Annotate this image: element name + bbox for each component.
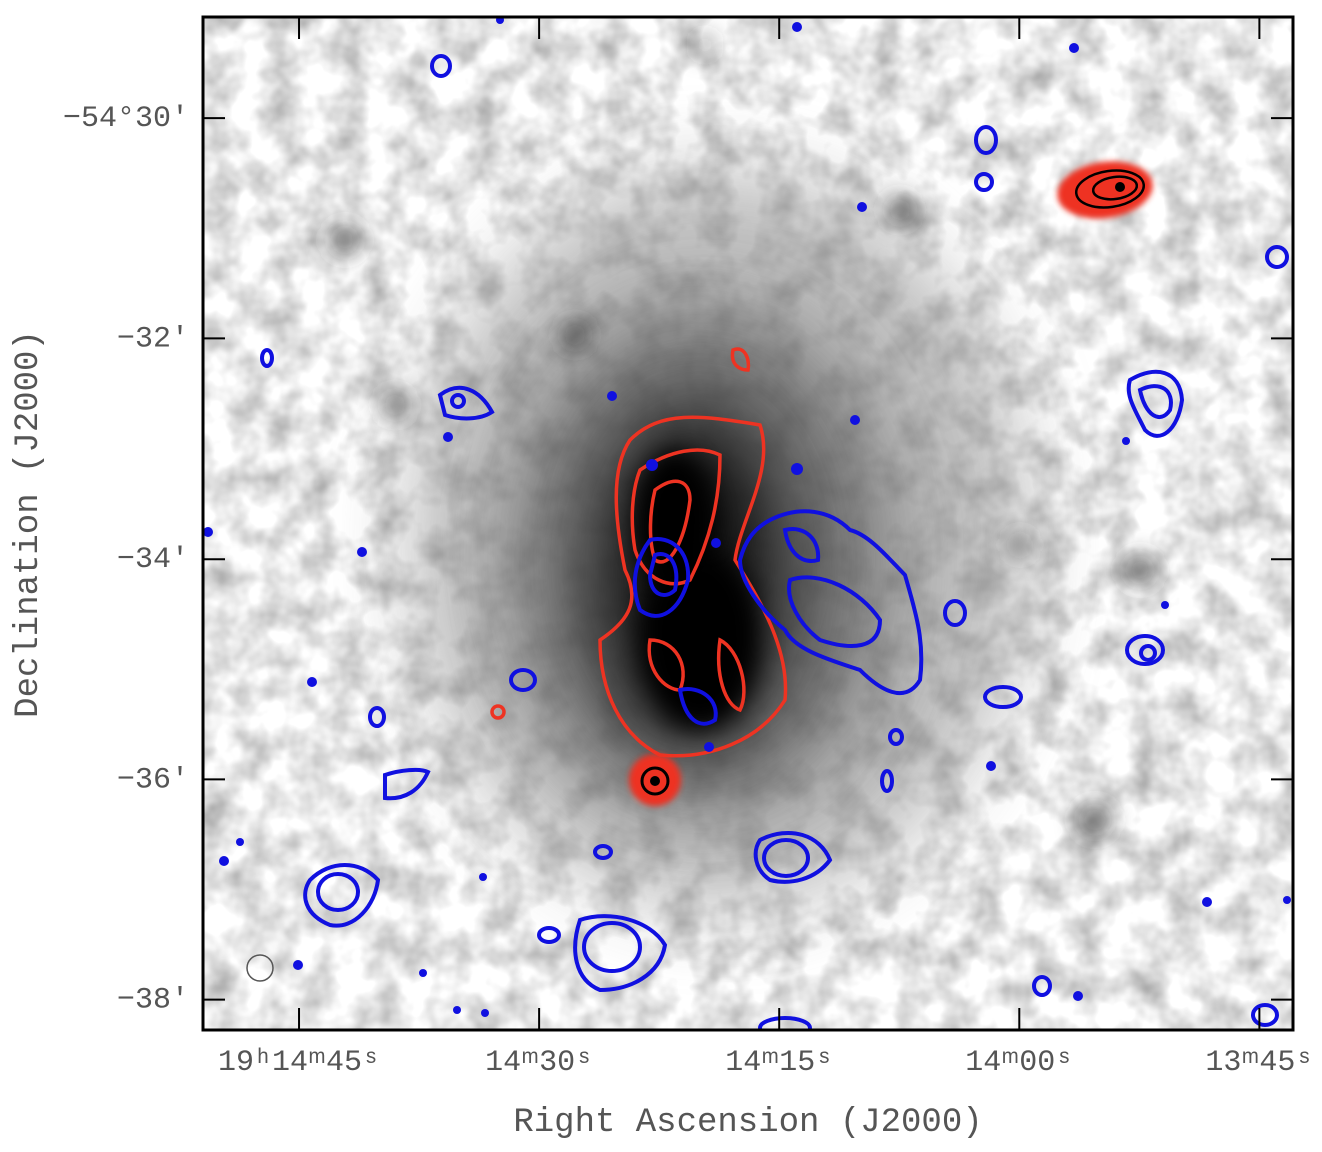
x-tick-label: 14ᵐ15ˢ [725, 1046, 833, 1080]
y-tick-label: −32′ [117, 322, 189, 356]
y-tick-label: −38′ [117, 984, 189, 1018]
y-tick-label: −54°30′ [63, 102, 189, 136]
x-axis-title: Right Ascension (J2000) [513, 1104, 982, 1142]
y-tick-label: −34′ [117, 543, 189, 577]
x-tick-label: 13ᵐ45ˢ [1205, 1046, 1313, 1080]
image [203, 17, 1293, 1030]
plot-frame [201, 15, 1295, 1032]
x-tick-label: 14ᵐ30ˢ [485, 1046, 593, 1080]
x-tick-label: 19ʰ14ᵐ45ˢ [218, 1046, 380, 1080]
y-axis-title: Declination (J2000) [10, 330, 48, 718]
x-tick-label: 14ᵐ00ˢ [965, 1046, 1073, 1080]
y-tick-label: −36′ [117, 763, 189, 797]
